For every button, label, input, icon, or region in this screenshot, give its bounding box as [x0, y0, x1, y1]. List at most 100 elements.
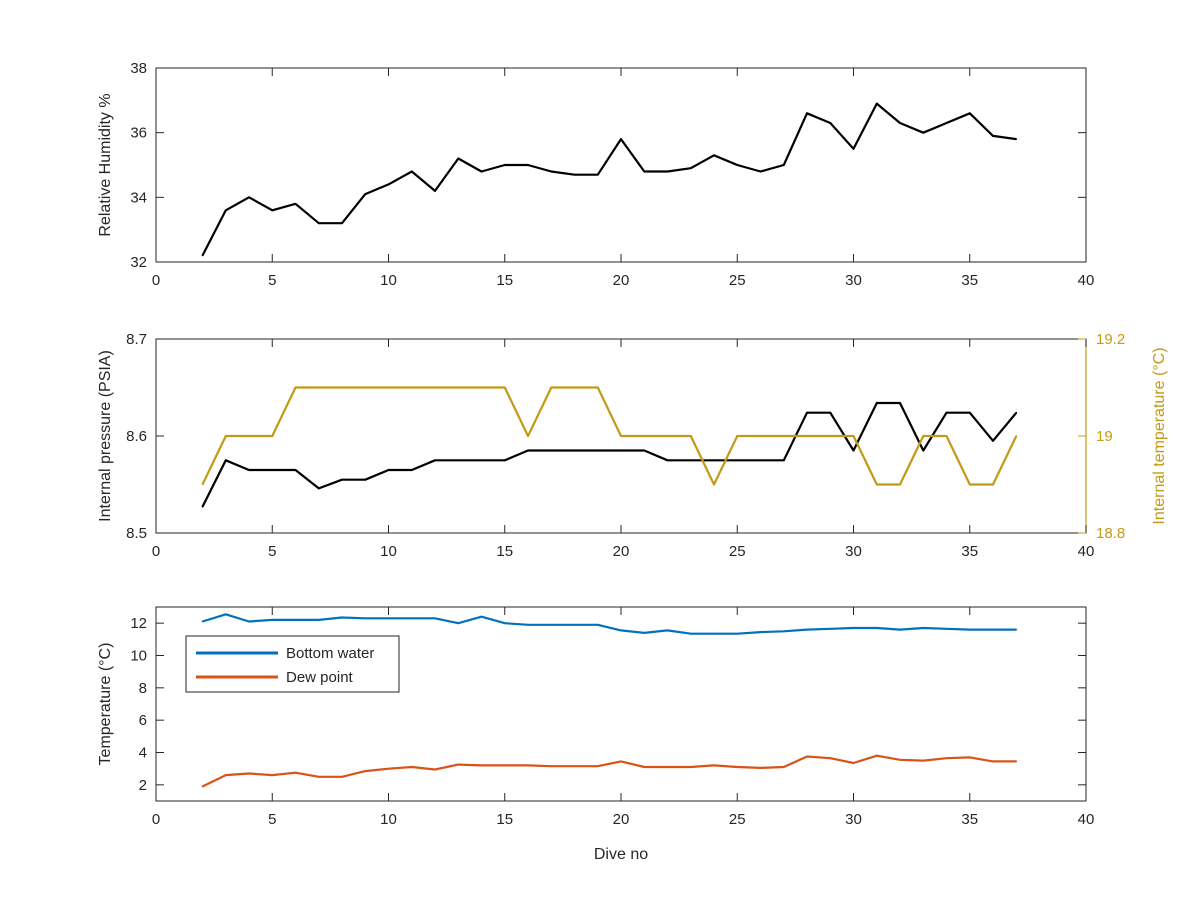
data-point [434, 459, 436, 462]
data-point [945, 411, 948, 414]
data-point [225, 459, 227, 462]
data-point [713, 632, 715, 635]
data-point [364, 478, 367, 481]
data-point [922, 759, 925, 762]
data-point [992, 760, 994, 763]
data-point [876, 483, 878, 486]
data-point [457, 386, 460, 389]
data-point [387, 469, 390, 471]
x-tick-label: 15 [496, 811, 513, 828]
data-point [806, 755, 808, 758]
data-point [899, 628, 901, 631]
data-point [829, 122, 832, 124]
data-point [387, 183, 390, 186]
data-point [248, 435, 250, 437]
data-point [527, 435, 529, 437]
data-point [225, 613, 227, 616]
data-point [411, 386, 413, 389]
data-point [597, 386, 599, 389]
data-point [643, 449, 646, 452]
series-line-1 [201, 102, 1017, 257]
data-point [294, 386, 297, 389]
data-point [899, 759, 901, 761]
y-tick-label: 4 [139, 745, 147, 762]
data-point [411, 469, 413, 471]
data-point [620, 449, 622, 452]
data-point [457, 157, 460, 160]
x-tick-label: 10 [380, 272, 397, 289]
data-point [713, 483, 715, 486]
data-point [1015, 411, 1018, 414]
data-point [945, 757, 948, 759]
x-tick-label: 0 [152, 811, 160, 828]
data-point [550, 624, 553, 626]
data-point [201, 483, 204, 486]
series-line-2 [201, 386, 1018, 486]
axes-box [155, 67, 1087, 263]
data-point [783, 164, 785, 166]
data-point [527, 164, 529, 166]
data-point [225, 774, 227, 776]
data-point [364, 386, 367, 389]
data-point [759, 435, 762, 437]
x-tick-label: 30 [845, 272, 862, 289]
data-point [783, 630, 785, 633]
data-point [690, 766, 692, 768]
data-point [922, 435, 925, 437]
data-point [318, 619, 320, 621]
data-point [341, 222, 343, 224]
data-point [736, 459, 739, 462]
y-tick-label: 6 [139, 712, 147, 729]
data-point [643, 435, 646, 437]
data-point [597, 765, 599, 767]
x-tick-label: 40 [1078, 811, 1095, 828]
data-point [550, 449, 553, 452]
x-tick-label: 20 [613, 543, 630, 560]
legend-box [185, 635, 400, 693]
data-point [643, 632, 646, 634]
data-point [899, 122, 901, 124]
data-point [271, 619, 274, 621]
y-tick-label: 8 [139, 680, 147, 697]
y-tick-label: 36 [130, 125, 147, 142]
data-point [318, 776, 320, 778]
data-point [783, 766, 785, 768]
data-point [1015, 435, 1018, 437]
data-point [480, 386, 483, 389]
x-tick-label: 5 [268, 272, 276, 289]
y-tick-label: 8.6 [126, 428, 147, 445]
y2-tick-label: 19.2 [1096, 331, 1125, 348]
data-point [876, 627, 878, 629]
data-point [364, 770, 367, 772]
data-point [294, 469, 297, 471]
data-point [364, 193, 367, 195]
x-tick-label: 0 [152, 272, 160, 289]
data-point [201, 254, 204, 257]
data-point [457, 763, 460, 766]
data-point [550, 386, 553, 389]
data-point [969, 411, 971, 414]
x-tick-label: 35 [961, 272, 978, 289]
y-tick-label: 10 [130, 648, 147, 665]
data-point [504, 622, 506, 624]
data-point [876, 102, 878, 105]
data-point [573, 449, 576, 452]
data-point [713, 154, 715, 157]
data-point [783, 459, 785, 462]
data-point [922, 627, 925, 629]
data-point [294, 203, 297, 205]
data-point [620, 435, 622, 437]
data-point [992, 440, 994, 442]
data-point [945, 122, 948, 124]
data-point [969, 628, 971, 631]
data-point [690, 459, 692, 462]
data-point [713, 764, 715, 767]
data-point [271, 774, 274, 776]
y-tick-label: 2 [139, 777, 147, 794]
data-point [434, 768, 436, 771]
x-tick-label: 35 [961, 543, 978, 560]
data-point [899, 483, 901, 486]
data-point [318, 222, 320, 224]
x-tick-label: 25 [729, 543, 746, 560]
data-point [922, 449, 925, 452]
